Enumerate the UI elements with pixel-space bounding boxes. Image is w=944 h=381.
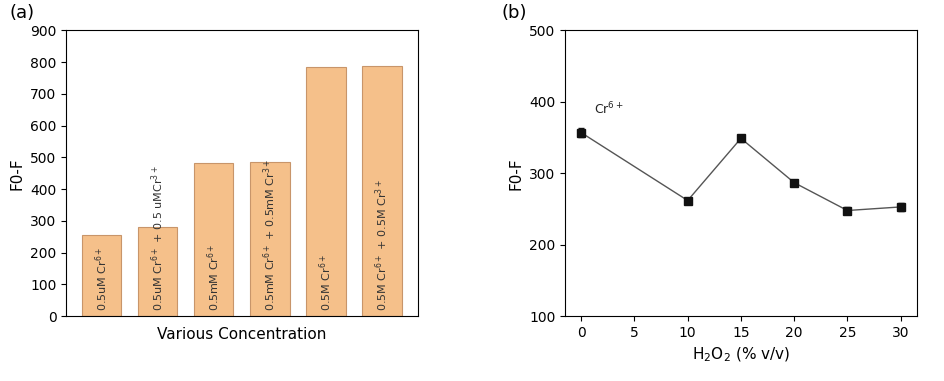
Text: 0.5mM Cr$^{6+}$ + 0.5mM Cr$^{3+}$: 0.5mM Cr$^{6+}$ + 0.5mM Cr$^{3+}$ — [261, 159, 278, 312]
X-axis label: Various Concentration: Various Concentration — [157, 327, 327, 342]
Text: 0.5uM Cr$^{6+}$: 0.5uM Cr$^{6+}$ — [93, 247, 110, 312]
Text: 0.5M Cr$^{6+}$ + 0.5M Cr$^{3+}$: 0.5M Cr$^{6+}$ + 0.5M Cr$^{3+}$ — [373, 179, 390, 312]
Bar — [362, 66, 401, 316]
Text: 0.5M Cr$^{6+}$: 0.5M Cr$^{6+}$ — [317, 254, 334, 312]
Y-axis label: F0-F: F0-F — [9, 157, 25, 190]
X-axis label: H$_2$O$_2$ (% v/v): H$_2$O$_2$ (% v/v) — [691, 346, 789, 364]
Text: (a): (a) — [9, 4, 35, 22]
Text: (b): (b) — [501, 4, 527, 22]
Bar — [250, 162, 289, 316]
Text: 0.5uM Cr$^{6+}$ + 0.5 uMCr$^{3+}$: 0.5uM Cr$^{6+}$ + 0.5 uMCr$^{3+}$ — [149, 165, 166, 312]
Y-axis label: F0-F: F0-F — [508, 157, 523, 190]
Text: Cr$^{6+}$: Cr$^{6+}$ — [594, 101, 623, 118]
Bar — [82, 235, 121, 316]
Bar — [138, 227, 177, 316]
Text: 0.5mM Cr$^{6+}$: 0.5mM Cr$^{6+}$ — [206, 244, 222, 312]
Bar — [194, 163, 233, 316]
Bar — [306, 67, 346, 316]
